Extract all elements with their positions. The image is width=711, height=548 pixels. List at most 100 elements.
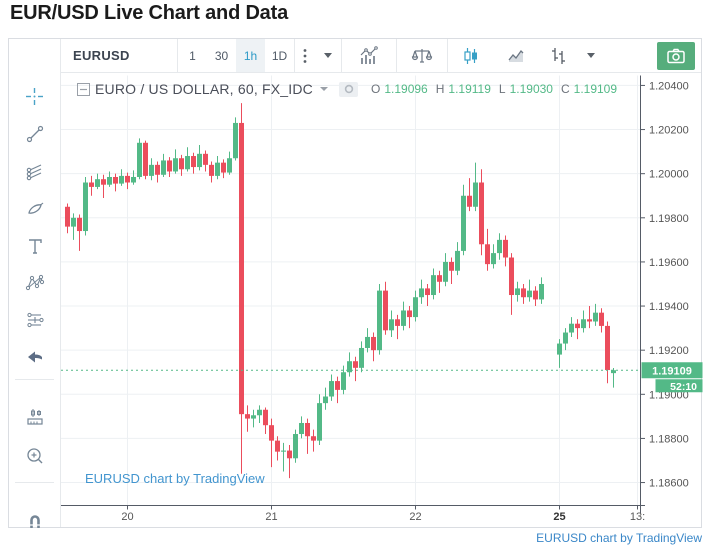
- svg-text:13:: 13:: [630, 511, 645, 523]
- svg-text:1.18800: 1.18800: [649, 433, 689, 445]
- low-value: 1.19030: [509, 82, 553, 96]
- svg-text:52:10: 52:10: [670, 381, 697, 393]
- tool-text[interactable]: [9, 231, 60, 261]
- chart-legend: EURO / US DOLLAR, 60, FX_IDC O 1.19096 H…: [77, 81, 621, 97]
- indicators-button[interactable]: [342, 39, 396, 72]
- price-chart-svg[interactable]: 1.20400 1.20200 1.20000 1.19800 1.19600 1.194…: [61, 73, 703, 529]
- svg-text:1.20000: 1.20000: [649, 169, 689, 181]
- open-label: O: [371, 82, 381, 96]
- chevron-down-icon: [324, 53, 332, 58]
- series-visibility-button[interactable]: [339, 81, 358, 97]
- tool-magnet[interactable]: [9, 506, 60, 536]
- svg-text:25: 25: [553, 511, 565, 523]
- time-axis[interactable]: 20 21 22 25 13:: [121, 505, 645, 524]
- candles-style-icon: [464, 47, 477, 64]
- compare-button[interactable]: [397, 39, 447, 72]
- tool-gann-fibonacci[interactable]: [9, 156, 60, 186]
- toolbar-separator: [177, 39, 178, 72]
- svg-text:21: 21: [265, 511, 277, 523]
- kebab-menu-icon: [303, 48, 307, 63]
- open-value: 1.19096: [384, 82, 428, 96]
- tool-trend-line[interactable]: [9, 119, 60, 149]
- grid-layer: [61, 75, 641, 506]
- svg-text:1.18600: 1.18600: [649, 478, 689, 490]
- intervals-menu-button[interactable]: [295, 39, 315, 72]
- svg-text:1.19600: 1.19600: [649, 257, 689, 269]
- last-price-badge: 1.19109: [641, 362, 703, 379]
- marker-circle-icon: [344, 84, 353, 94]
- svg-text:1.19800: 1.19800: [649, 213, 689, 225]
- axis-lines: [61, 75, 645, 513]
- undo-arrow-icon: [27, 351, 42, 363]
- interval-button-1h[interactable]: 1h: [236, 39, 265, 72]
- toolbar-separator: [341, 39, 342, 72]
- symbol-input[interactable]: EURUSD: [61, 39, 177, 72]
- candles-layer: [65, 103, 616, 479]
- forecast-icon: [26, 312, 44, 328]
- tool-xabcd-pattern[interactable]: [9, 268, 60, 298]
- close-value: 1.19109: [573, 82, 618, 96]
- toolbar-separator: [396, 39, 397, 72]
- style-bars-button[interactable]: [538, 39, 578, 72]
- svg-text:1.19200: 1.19200: [649, 345, 689, 357]
- chart-canvas[interactable]: 1.20400 1.20200 1.20000 1.19800 1.19600 1.194…: [61, 73, 703, 529]
- svg-text:20: 20: [121, 511, 133, 523]
- intervals-dropdown-button[interactable]: [315, 39, 341, 72]
- camera-icon: [667, 48, 685, 64]
- line-style-icon: [508, 49, 524, 62]
- high-value: 1.19119: [448, 82, 491, 96]
- footer-attribution-link[interactable]: EURUSD chart by TradingView: [536, 531, 702, 545]
- tool-zoom-in[interactable]: [9, 441, 60, 471]
- svg-text:1.19000: 1.19000: [649, 389, 689, 401]
- svg-text:1.19400: 1.19400: [649, 301, 689, 313]
- svg-text:1.19109: 1.19109: [652, 365, 692, 377]
- price-axis[interactable]: 1.20400 1.20200 1.20000 1.19800 1.19600 1.194…: [640, 80, 689, 490]
- sidebar-divider: [15, 379, 54, 380]
- style-line-button[interactable]: [494, 39, 538, 72]
- tool-measure[interactable]: [9, 402, 60, 432]
- interval-button-1d[interactable]: 1D: [271, 48, 288, 63]
- tool-brush[interactable]: [9, 194, 60, 224]
- svg-text:22: 22: [409, 511, 421, 523]
- legend-collapse-icon[interactable]: [77, 82, 90, 96]
- svg-text:1.20200: 1.20200: [649, 125, 689, 137]
- tool-undo[interactable]: [9, 342, 60, 372]
- drawing-tools-sidebar: [9, 39, 61, 528]
- snapshot-button[interactable]: [657, 42, 695, 70]
- trend-line-icon: [26, 125, 43, 143]
- style-dropdown-button[interactable]: [578, 39, 604, 72]
- svg-text:1.20400: 1.20400: [649, 80, 689, 92]
- indicators-icon: [360, 45, 378, 64]
- style-candles-button[interactable]: [448, 39, 494, 72]
- interval-button-30m[interactable]: 30: [214, 48, 229, 63]
- tool-forecast[interactable]: [9, 305, 60, 335]
- interval-button-1m[interactable]: 1: [189, 48, 196, 63]
- legend-caret-icon[interactable]: [320, 87, 328, 91]
- brush-icon: [27, 202, 43, 214]
- magnet-icon: [29, 515, 40, 528]
- compare-scales-icon: [411, 48, 433, 63]
- toolbar-separator: [447, 39, 448, 72]
- tradingview-widget: EURUSD 1 30 1h 1D: [8, 38, 703, 529]
- page-title: EUR/USD Live Chart and Data: [10, 2, 288, 24]
- close-label: C: [560, 82, 570, 96]
- text-icon: [28, 239, 42, 254]
- high-label: H: [435, 82, 445, 96]
- ohlc-readout: O 1.19096 H 1.19119 L 1.19030 C 1.19109: [371, 82, 621, 96]
- chart-toolbar: EURUSD 1 30 1h 1D: [61, 39, 701, 73]
- zoom-in-icon: [26, 448, 42, 464]
- chart-attribution-link[interactable]: EURUSD chart by TradingView: [85, 471, 265, 486]
- bars-style-icon: [552, 47, 565, 64]
- tool-crosshair[interactable]: [9, 81, 60, 111]
- gann-fibonacci-icon: [26, 164, 41, 181]
- chevron-down-icon: [587, 53, 595, 58]
- symbol-description[interactable]: EURO / US DOLLAR, 60, FX_IDC: [95, 81, 313, 97]
- sidebar-divider: [15, 482, 54, 483]
- low-label: L: [498, 82, 506, 96]
- countdown-badge: 52:10: [655, 379, 703, 393]
- toolbar-separator: [294, 39, 295, 72]
- crosshair-icon: [26, 87, 43, 105]
- symbol-value: EURUSD: [73, 48, 130, 63]
- xabcd-pattern-icon: [25, 274, 44, 291]
- measure-icon: [26, 409, 43, 425]
